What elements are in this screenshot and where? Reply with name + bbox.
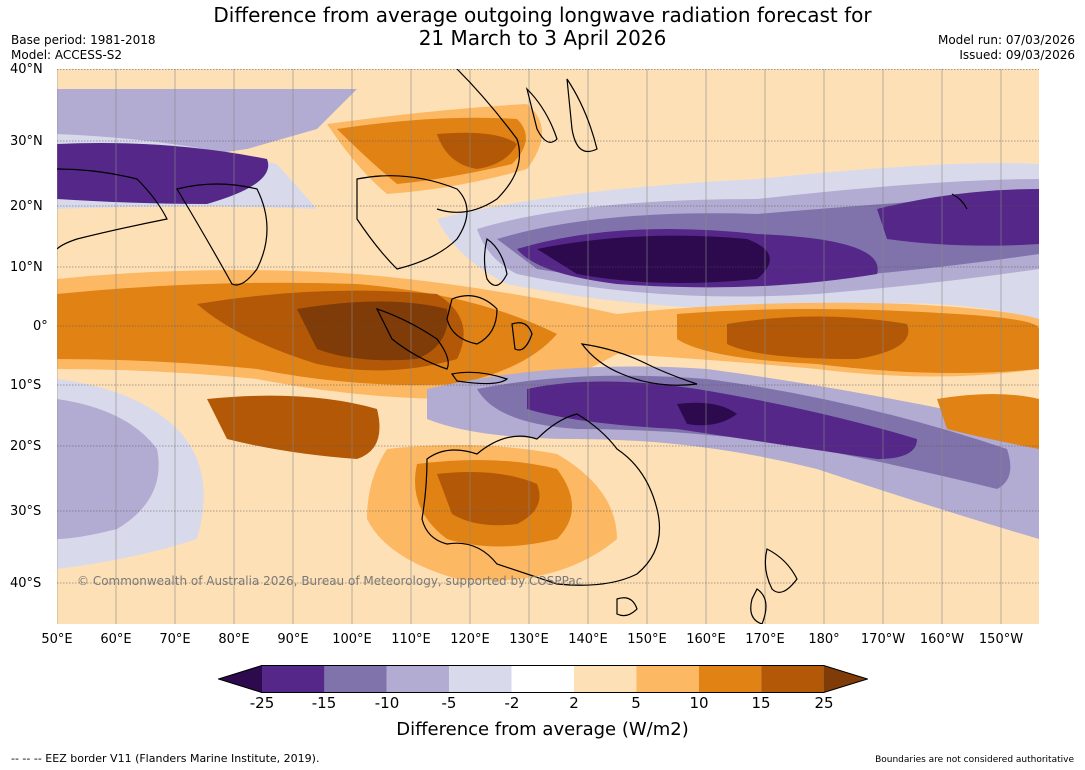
- tasmania-coastline: [616, 597, 638, 617]
- lon-label-70e: 70°E: [159, 632, 191, 647]
- south-indian-light-negative-region: [57, 399, 159, 539]
- lat-label-30s: 30°S: [10, 504, 42, 519]
- title-line-1: Difference from average outgoing longwav…: [213, 3, 872, 27]
- lon-label-130e: 130°E: [509, 632, 549, 647]
- east-pacific-strong-negative-region: [877, 189, 1039, 246]
- java-coastline: [450, 371, 509, 385]
- colorbar-swatch-2-2: [511, 665, 574, 693]
- lon-label-160w: 160°W: [919, 632, 965, 647]
- issued-date: Issued: 09/03/2026: [959, 48, 1075, 62]
- lat-label-equator: 0°: [33, 319, 48, 334]
- map-canvas: [57, 69, 1039, 624]
- nw-light-positive-region: [57, 69, 1039, 179]
- australia-coastline: [421, 413, 661, 586]
- colorbar-tick-neg25: -25: [249, 694, 275, 712]
- china-coastline: [436, 69, 521, 213]
- colorbar-tick-15: 15: [751, 694, 771, 712]
- indian-ocean-extreme-positive-region: [297, 301, 448, 361]
- boundaries-disclaimer: Boundaries are not considered authoritat…: [875, 755, 1074, 765]
- lat-label-40n: 40°N: [10, 62, 43, 77]
- colorbar-tick-2: 2: [569, 694, 579, 712]
- colorbar-outline: [218, 665, 868, 693]
- colorbar-swatch-5-10: [636, 665, 699, 693]
- indochina-coastline: [356, 175, 468, 270]
- lon-label-90e: 90°E: [277, 632, 309, 647]
- colorbar-tick-neg5: -5: [441, 694, 457, 712]
- colorbar-label: Difference from average (W/m2): [396, 719, 689, 740]
- india-strong-negative-region: [57, 143, 269, 204]
- colorbar-tick-neg15: -15: [311, 694, 337, 712]
- borneo-coastline: [446, 295, 498, 345]
- colorbar-swatch-2-5: [574, 665, 637, 693]
- sulawesi-coastline: [511, 322, 533, 351]
- philippines-coastline: [483, 238, 508, 286]
- lat-label-20n: 20°N: [10, 199, 43, 214]
- colorbar-swatch-above-25: [823, 665, 868, 693]
- colorbar-tick-10: 10: [689, 694, 709, 712]
- colorbar-tick-neg10: -10: [374, 694, 400, 712]
- lat-label-30n: 30°N: [10, 134, 43, 149]
- run-info: Model run: 07/03/2026 Issued: 09/03/2026: [938, 33, 1075, 63]
- lon-label-160e: 160°E: [686, 632, 726, 647]
- olr-anomaly-map: [57, 69, 1039, 624]
- korea-coastline: [525, 87, 558, 143]
- lon-label-170e: 170°E: [745, 632, 785, 647]
- copyright-credit: © Commonwealth of Australia 2026, Bureau…: [77, 574, 583, 588]
- coral-sea-extreme-negative-region: [677, 402, 737, 426]
- sumatra-coastline: [375, 307, 449, 370]
- model-run-date: Model run: 07/03/2026: [937, 33, 1075, 47]
- lon-label-80e: 80°E: [218, 632, 250, 647]
- longitude-gridlines: [57, 69, 1002, 624]
- colorbar-swatch-15-25: [761, 665, 824, 693]
- china-strong-positive-region: [437, 132, 517, 169]
- lon-label-180: 180°: [808, 632, 840, 647]
- pacific-extreme-negative-region: [537, 235, 770, 283]
- lon-label-120e: 120°E: [450, 632, 490, 647]
- new-zealand-north-coastline: [764, 548, 798, 593]
- coastlines: [57, 69, 968, 624]
- lon-label-100e: 100°E: [332, 632, 372, 647]
- east-pacific-positive-region: [937, 394, 1039, 449]
- lat-label-10s: 10°S: [10, 378, 42, 393]
- eez-border-note: -- -- -- EEZ border V11 (Flanders Marine…: [11, 752, 320, 765]
- hawaii-coastline: [951, 193, 968, 210]
- title-line-2: 21 March to 3 April 2026: [418, 26, 667, 50]
- colorbar-tick-neg2: -2: [504, 694, 520, 712]
- new-zealand-south-coastline: [750, 588, 767, 624]
- central-pacific-strong-positive-region: [727, 316, 909, 359]
- map-title: Difference from average outgoing longwav…: [0, 4, 1085, 50]
- model-name: Model: ACCESS-S2: [11, 48, 123, 62]
- colorbar-swatch-10-5: [386, 665, 450, 693]
- lon-label-150e: 150°E: [627, 632, 667, 647]
- lat-label-20s: 20°S: [10, 439, 42, 454]
- colorbar-tick-25: 25: [814, 694, 834, 712]
- lon-label-60e: 60°E: [100, 632, 132, 647]
- base-period: Base period: 1981-2018: [11, 33, 156, 47]
- australia-strong-positive-region: [437, 471, 540, 526]
- lat-label-10n: 10°N: [10, 260, 43, 275]
- colorbar-swatch-5-2: [449, 665, 512, 693]
- colorbar-swatch-10-15: [698, 665, 762, 693]
- model-info: Base period: 1981-2018 Model: ACCESS-S2: [11, 33, 156, 63]
- lon-label-110e: 110°E: [391, 632, 431, 647]
- lon-label-150w: 150°W: [978, 632, 1024, 647]
- japan-coastline: [566, 78, 598, 153]
- new-guinea-coastline: [580, 343, 698, 386]
- india-coastline: [176, 183, 268, 286]
- lat-label-40s: 40°S: [10, 576, 42, 591]
- arabia-coastline: [57, 168, 168, 250]
- colorbar-tick-5: 5: [631, 694, 641, 712]
- colorbar-swatch-25-15: [262, 665, 325, 693]
- lon-label-170w: 170°W: [860, 632, 906, 647]
- colorbar: [218, 665, 868, 693]
- colorbar-swatch-15-10: [324, 665, 387, 693]
- colorbar-swatch-below-25: [218, 665, 262, 693]
- lon-label-140e: 140°E: [568, 632, 608, 647]
- lon-label-50e: 50°E: [41, 632, 73, 647]
